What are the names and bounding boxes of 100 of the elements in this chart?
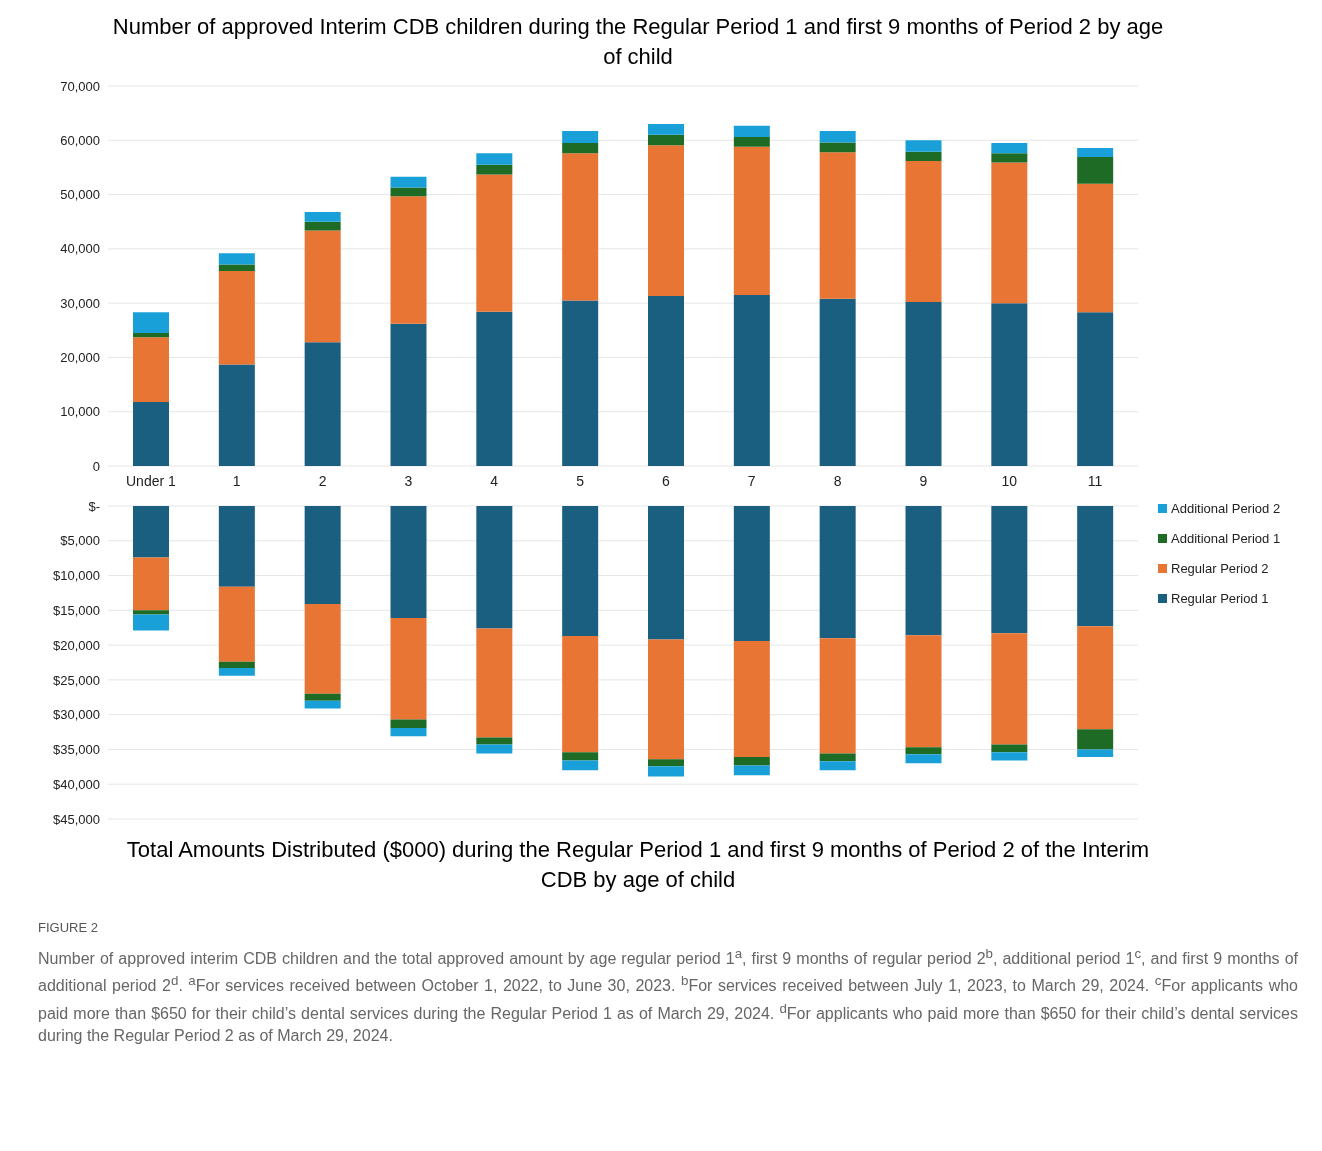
bar: [905, 506, 942, 636]
bar: [648, 766, 684, 777]
bar: [133, 337, 169, 402]
text: Total Amounts Distributed ($000) during the Regular Period 1 and first 9 months of Period 2 of the Interim CDB by age of child: [125, 836, 1151, 894]
bar: [476, 737, 513, 745]
y-tick-label: $20,000: [53, 637, 100, 653]
bar: [1077, 312, 1114, 466]
x-tick-label: 1: [232, 473, 241, 489]
y-tick-label: 0: [92, 458, 100, 474]
bar: [390, 719, 427, 728]
y-tick-label: $45,000: [53, 811, 100, 827]
bar: [133, 610, 169, 615]
bar: [819, 131, 856, 143]
legend-label: Regular Period 1: [1171, 591, 1269, 606]
y-tick-label: $35,000: [53, 742, 100, 758]
bar: [733, 146, 770, 295]
y-tick-label: $10,000: [53, 568, 100, 584]
bar: [476, 164, 513, 175]
bar: [133, 557, 169, 611]
bar: [991, 303, 1028, 466]
bar: [390, 323, 427, 466]
bar: [819, 638, 856, 754]
x-tick-label: 6: [662, 473, 671, 489]
bar: [304, 604, 341, 694]
bar: [1077, 749, 1114, 758]
y-tick-label: $5,000: [60, 533, 100, 549]
bar: [648, 296, 684, 466]
bar: [133, 312, 169, 333]
bar: [390, 176, 427, 188]
bar: [562, 752, 599, 761]
bar: [304, 211, 341, 222]
x-tick-label: 2: [318, 473, 327, 489]
bar: [133, 506, 169, 558]
bar: [991, 143, 1028, 154]
bar: [218, 661, 255, 669]
x-tick-label: 3: [404, 473, 413, 489]
bar: [648, 145, 684, 297]
bar: [991, 744, 1028, 753]
bar: [390, 727, 427, 737]
bar: [562, 131, 599, 143]
bar: [905, 302, 942, 466]
bar: [648, 124, 684, 135]
bar: [991, 506, 1028, 634]
caption: FIGURE 2: [38, 919, 99, 937]
y-tick-label: 30,000: [60, 295, 100, 311]
y-tick-label: $-: [88, 498, 100, 514]
bar: [991, 153, 1028, 163]
bar: [562, 153, 599, 301]
x-tick-label: 10: [1001, 473, 1018, 489]
bar: [991, 162, 1028, 304]
bar: [905, 140, 942, 152]
bar: [1077, 506, 1114, 627]
bar: [1077, 147, 1114, 158]
bar: [390, 617, 427, 720]
bar: [562, 760, 599, 771]
bar: [218, 506, 255, 587]
legend-label: Additional Period 2: [1171, 501, 1281, 516]
y-tick-label: 60,000: [60, 132, 100, 148]
bar: [905, 747, 942, 755]
bar: [476, 311, 513, 466]
bar: [390, 187, 427, 197]
y-tick-label: 10,000: [60, 404, 100, 420]
bar: [991, 752, 1028, 761]
bar: [304, 230, 341, 343]
x-tick-label: Under 1: [126, 473, 177, 489]
bar: [476, 744, 513, 754]
bar: [648, 506, 684, 640]
bar: [562, 506, 599, 637]
bar: [562, 636, 599, 753]
bar: [304, 506, 341, 605]
y-tick-label: 70,000: [60, 78, 100, 94]
legend-label: Regular Period 2: [1171, 561, 1269, 576]
y-tick-label: $30,000: [53, 707, 100, 723]
bar: [905, 160, 942, 303]
bar: [733, 295, 770, 466]
y-tick-label: 40,000: [60, 241, 100, 257]
x-tick-label: 5: [576, 473, 585, 489]
bar: [1077, 729, 1114, 750]
bar: [218, 271, 255, 365]
bar: [905, 635, 942, 748]
bar: [991, 633, 1028, 745]
bar: [562, 300, 599, 466]
bar: [133, 401, 169, 466]
bar: [733, 125, 770, 138]
bar: [476, 174, 513, 312]
bar: [819, 152, 856, 299]
bar: [819, 298, 856, 466]
bar: [819, 506, 856, 639]
bar: [476, 506, 513, 629]
y-tick-label: $40,000: [53, 776, 100, 792]
bar: [476, 628, 513, 738]
bar: [390, 196, 427, 324]
bar: [218, 364, 255, 466]
bar: [648, 639, 684, 760]
bar: [648, 759, 684, 767]
bar: [390, 506, 427, 618]
bar: [218, 668, 255, 676]
bar: [133, 333, 169, 338]
y-tick-label: $25,000: [53, 672, 100, 688]
bar: [733, 757, 770, 766]
